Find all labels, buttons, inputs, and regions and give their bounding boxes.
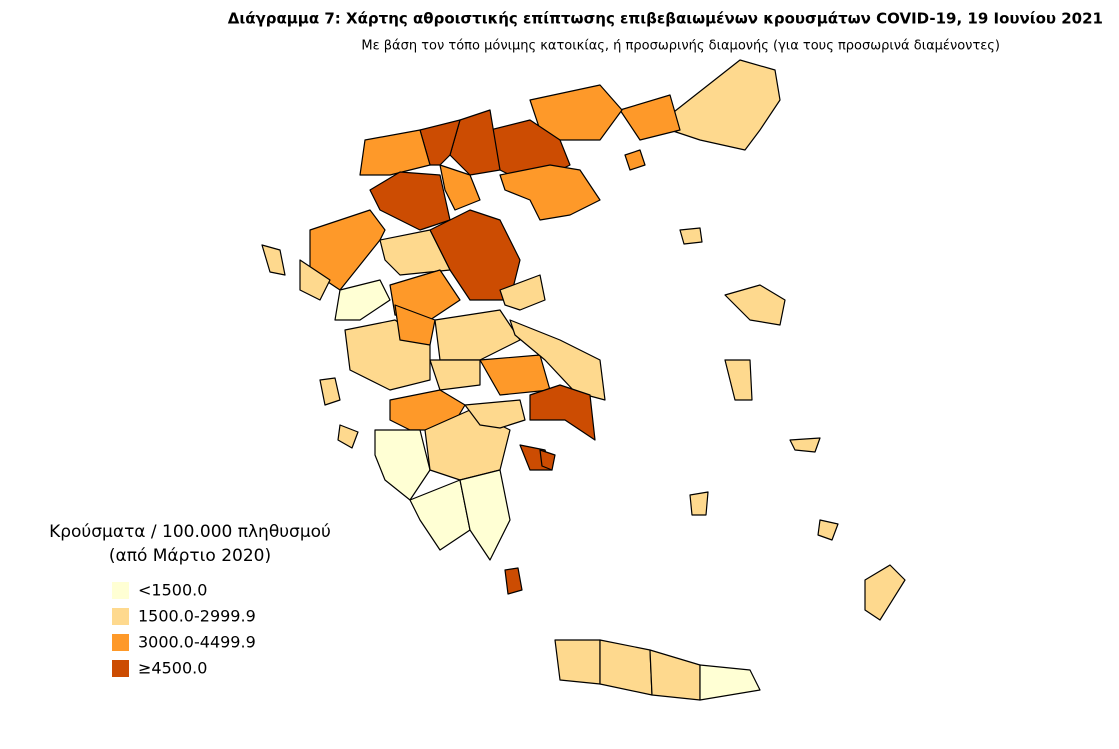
region [464, 399, 526, 429]
legend-label: 3000.0-4499.9 [138, 633, 256, 652]
legend-swatch [112, 582, 129, 599]
region [429, 359, 481, 391]
region [261, 244, 286, 276]
region [394, 304, 436, 346]
region [299, 259, 331, 301]
legend-swatch [112, 608, 129, 625]
region [379, 229, 451, 276]
region [529, 384, 596, 441]
region [624, 149, 646, 171]
map [261, 59, 906, 701]
region [499, 274, 546, 311]
legend-label: <1500.0 [138, 581, 207, 600]
region [599, 639, 653, 696]
region [319, 377, 341, 406]
legend-label: 1500.0-2999.9 [138, 607, 256, 626]
region [699, 664, 761, 701]
region [459, 469, 511, 561]
region [504, 567, 523, 595]
region [429, 209, 521, 301]
region [817, 519, 839, 541]
region [334, 279, 391, 321]
legend-swatch [112, 634, 129, 651]
region [789, 437, 821, 453]
subtitle: Με βάση τον τόπο μόνιμης κατοικίας, ή πρ… [361, 39, 1000, 54]
region [499, 164, 601, 221]
region [409, 479, 471, 551]
region [449, 109, 501, 176]
region [649, 649, 701, 701]
title: Διάγραμμα 7: Χάρτης αθροιστικής επίπτωση… [228, 10, 1103, 28]
region [679, 227, 703, 245]
region [689, 491, 709, 516]
region [554, 639, 601, 685]
legend: Κρούσματα / 100.000 πληθυσμού (από Μάρτι… [49, 522, 331, 678]
region [374, 429, 431, 501]
region [434, 309, 521, 361]
region [369, 171, 451, 231]
region [539, 449, 556, 471]
region [479, 354, 551, 396]
region [864, 564, 906, 621]
region [359, 129, 431, 176]
legend-label: ≥4500.0 [138, 659, 207, 678]
region [724, 284, 786, 326]
region [389, 269, 461, 321]
region [619, 94, 681, 141]
region [439, 164, 481, 211]
region [337, 424, 359, 449]
legend-swatch [112, 660, 129, 677]
region [669, 59, 781, 151]
legend-title: Κρούσματα / 100.000 πληθυσμού [49, 522, 331, 542]
legend-title: (από Μάρτιο 2020) [109, 546, 271, 566]
region [724, 359, 753, 401]
